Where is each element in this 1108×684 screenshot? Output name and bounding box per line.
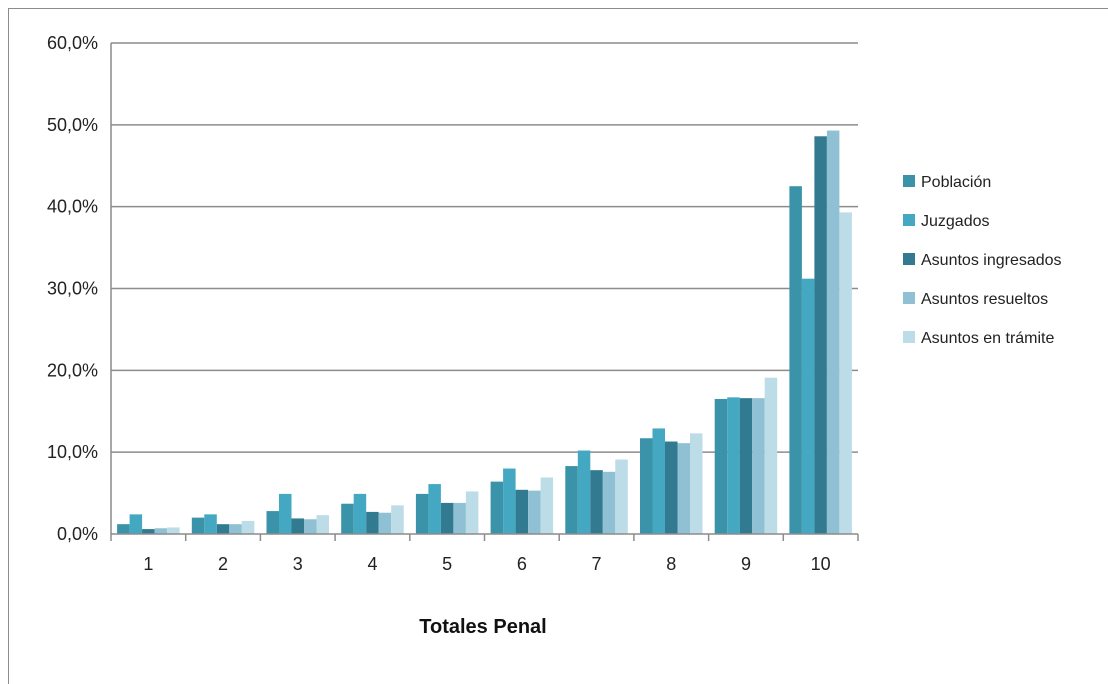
bar: [789, 186, 802, 535]
x-tick-label: 2: [218, 554, 228, 574]
bar: [503, 468, 516, 534]
bar: [154, 528, 168, 534]
bar: [814, 136, 827, 535]
grid-lines: [111, 42, 858, 453]
bar: [528, 490, 541, 534]
bar: [415, 493, 429, 534]
x-tick-label: 8: [666, 554, 676, 574]
bar: [304, 519, 317, 534]
bar: [142, 529, 155, 534]
bar: [640, 438, 653, 534]
axes: [110, 43, 859, 541]
bar: [677, 443, 690, 534]
bar: [615, 459, 628, 534]
bar: [727, 397, 740, 534]
x-tick-labels: 1 2 3 4 5 6 7 8 9 10: [143, 554, 830, 574]
legend-swatch: [903, 175, 915, 187]
legend-label: Juzgados: [921, 213, 990, 230]
bar: [490, 481, 504, 534]
bar: [839, 212, 852, 534]
bar: [391, 505, 404, 534]
bar: [279, 493, 292, 534]
x-tick-label: 7: [592, 554, 602, 574]
y-tick-label: 40,0%: [47, 197, 98, 217]
x-axis-label: Totales Penal: [419, 616, 546, 638]
bar: [602, 471, 616, 534]
x-tick-label: 6: [517, 554, 527, 574]
bar: [291, 518, 304, 534]
x-tick-label: 9: [741, 554, 751, 574]
y-tick-label: 10,0%: [47, 442, 98, 462]
bar: [652, 428, 665, 534]
bar: [341, 503, 354, 534]
bar: [590, 470, 603, 534]
legend-swatch: [903, 253, 915, 265]
y-tick-label: 50,0%: [47, 115, 98, 135]
bar: [316, 515, 329, 534]
bar: [690, 433, 703, 534]
bar: [378, 512, 392, 534]
legend-swatch: [903, 331, 915, 343]
bar: [739, 398, 753, 534]
bar: [665, 441, 678, 534]
legend-swatch: [903, 292, 915, 304]
bar: [752, 398, 765, 534]
legend-label: Asuntos ingresados: [921, 252, 1062, 269]
bar: [129, 514, 143, 534]
bar: [801, 278, 815, 534]
bar: [714, 398, 728, 534]
legend-label: Asuntos resueltos: [921, 291, 1048, 308]
bar: [229, 524, 242, 534]
bars: [117, 130, 852, 535]
bar: [266, 511, 279, 534]
bar: [540, 477, 554, 534]
bar: [465, 491, 479, 534]
x-tick-label: 1: [143, 554, 153, 574]
bar: [565, 466, 578, 534]
bar: [167, 527, 180, 534]
y-tick-label: 0,0%: [57, 524, 98, 544]
bar: [453, 502, 466, 534]
legend-label: Asuntos en trámite: [921, 330, 1055, 347]
bar: [241, 520, 255, 534]
legend-swatch: [903, 214, 915, 226]
x-tick-label: 4: [367, 554, 377, 574]
bar: [826, 130, 840, 535]
bar: [216, 524, 230, 534]
x-tick-label: 10: [811, 554, 831, 574]
x-tick-label: 5: [442, 554, 452, 574]
y-tick-label: 60,0%: [47, 33, 98, 53]
bar: [204, 514, 217, 534]
bar: [353, 493, 367, 534]
bar: [764, 377, 778, 534]
bar: [428, 484, 441, 534]
bar: [191, 517, 205, 534]
legend-label: Población: [921, 174, 991, 191]
bar: [366, 511, 379, 534]
x-tick-label: 3: [293, 554, 303, 574]
y-tick-label: 30,0%: [47, 279, 98, 299]
chart-frame: [8, 8, 1108, 684]
y-tick-labels: 0,0% 10,0% 20,0% 30,0% 40,0% 50,0% 60,0%: [47, 33, 98, 544]
bar: [440, 502, 454, 534]
bar: [577, 450, 591, 534]
y-tick-label: 20,0%: [47, 360, 98, 380]
bar: [515, 489, 529, 534]
bar: [117, 524, 130, 534]
legend: Población Juzgados Asuntos ingresados Asunt…: [903, 174, 1062, 347]
